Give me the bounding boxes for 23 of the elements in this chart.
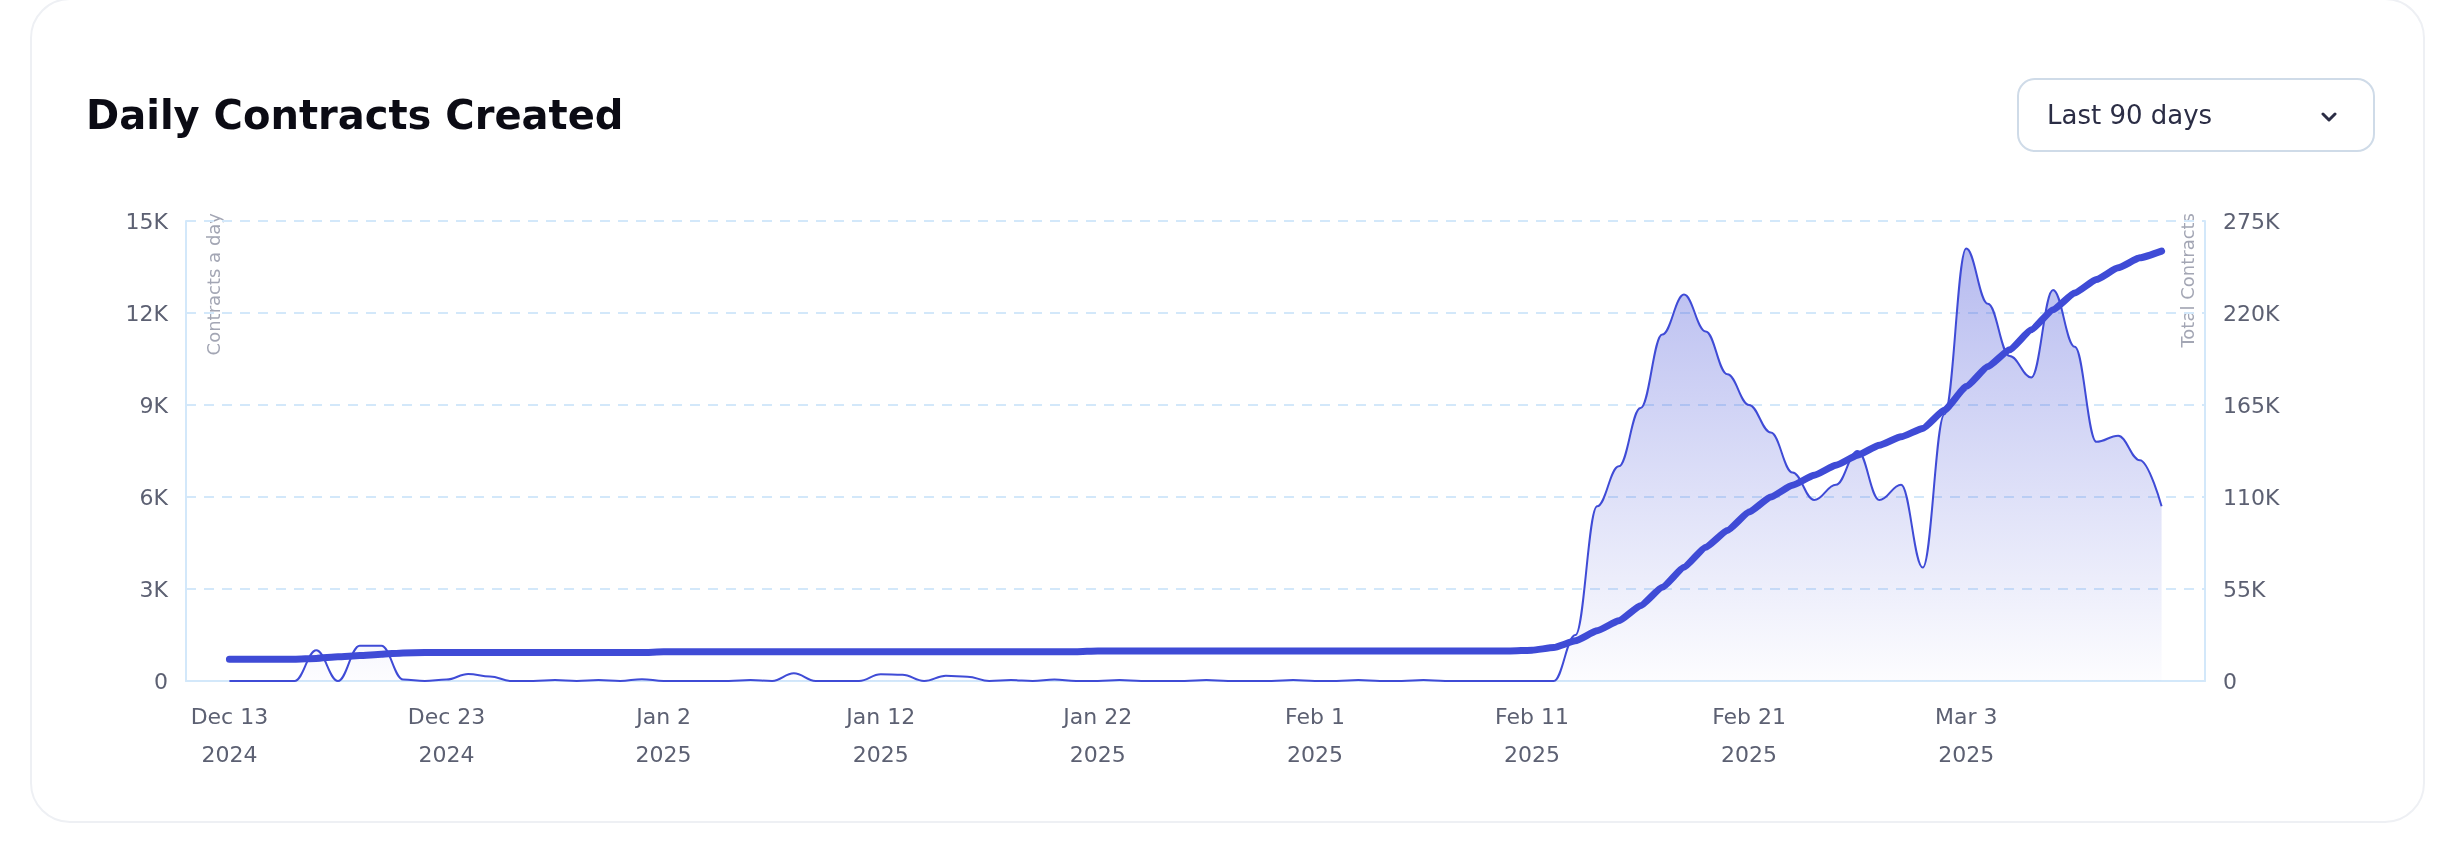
- x-tick-label: Jan 12 2025: [844, 703, 916, 767]
- y2-tick-label: 55K: [2223, 576, 2266, 602]
- x-tick-label: Feb 1 2025: [1284, 703, 1345, 767]
- x-tick-label: Feb 21 2025: [1712, 703, 1787, 767]
- text: Last 90 days: [2047, 100, 2213, 130]
- y2-tick-label: 220K: [2223, 300, 2280, 326]
- chart-title: Daily Contracts Created: [86, 92, 624, 138]
- x-tick-label: Jan 2 2025: [634, 703, 692, 767]
- y2-tick-label: 275K: [2223, 208, 2280, 234]
- y-tick-label: 12K: [125, 300, 169, 326]
- y2-tick-label: 165K: [2223, 392, 2280, 418]
- x-tick-label: Jan 22 2025: [1061, 703, 1133, 767]
- y-tick-label: 9K: [139, 392, 169, 418]
- y-tick-label: 0: [154, 668, 168, 694]
- y-tick-label: 15K: [125, 208, 169, 234]
- y2-tick-label: 0: [2223, 668, 2237, 694]
- x-tick-label: Mar 3 2025: [1934, 703, 1998, 767]
- y-tick-label: 6K: [139, 484, 169, 510]
- x-tick-label: Dec 23 2024: [407, 703, 486, 767]
- x-tick-label: Dec 13 2024: [190, 703, 269, 767]
- y2-tick-label: 110K: [2223, 484, 2280, 510]
- y-tick-label: 3K: [139, 576, 169, 602]
- x-tick-label: Feb 11 2025: [1495, 703, 1569, 767]
